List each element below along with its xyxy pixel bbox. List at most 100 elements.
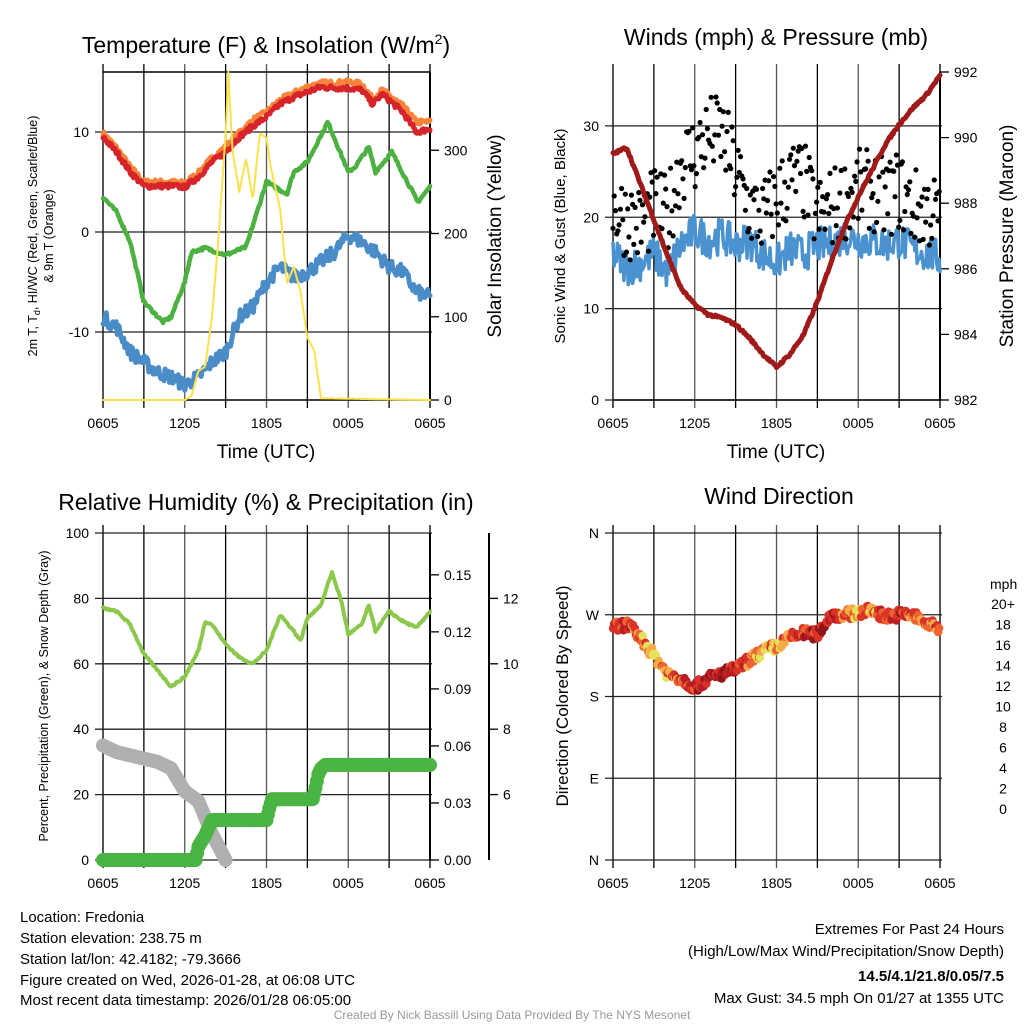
legend-label: 12 xyxy=(995,678,1011,694)
gust-dot xyxy=(615,228,621,234)
gust-dot xyxy=(794,158,800,164)
gust-dot xyxy=(763,210,769,216)
precipitation-tick-label: 0.06 xyxy=(444,738,471,754)
gust-dot xyxy=(636,190,642,196)
gust-dot xyxy=(682,164,688,171)
gust-dot xyxy=(622,191,628,197)
credit-text: Created By Nick Bassill Using Data Provi… xyxy=(334,1008,691,1022)
gust-dot xyxy=(610,225,616,231)
gust-dot xyxy=(866,225,872,231)
gust-dot xyxy=(638,239,644,245)
precipitation-tick-label: 0.03 xyxy=(444,795,471,811)
gust-dot xyxy=(704,126,711,132)
gust-dot xyxy=(829,240,836,246)
gust-dot xyxy=(715,132,722,138)
winds-y-axis-label: Sonic Wind & Gust (Blue, Black) xyxy=(552,128,569,343)
gust-dot xyxy=(865,158,871,164)
insolation-tick-label: 100 xyxy=(444,309,468,325)
humidity-panel-title: Relative Humidity (%) & Precipitation (i… xyxy=(58,489,473,515)
gust-dot xyxy=(737,154,744,160)
gust-dot xyxy=(893,152,899,158)
wind-direction-dot xyxy=(935,624,944,633)
gust-dot xyxy=(728,166,734,172)
gust-dot xyxy=(812,210,818,216)
y-tick-label: N xyxy=(589,852,599,868)
x-tick-label: 1805 xyxy=(251,415,282,431)
gust-dot xyxy=(928,222,934,228)
gust-dot xyxy=(697,119,703,126)
x-tick-label: 0605 xyxy=(597,415,628,431)
temperature-y-axis-label-line2: & 9m T (Orange) xyxy=(42,189,56,282)
x-tick-label: 1805 xyxy=(251,875,282,891)
temperature-panel-title: Temperature (F) & Insolation (W/m2) xyxy=(82,31,450,58)
gust-dot xyxy=(920,236,926,242)
max-gust-text: Max Gust: 34.5 mph On 01/27 at 1355 UTC xyxy=(714,990,1004,1007)
pressure-line xyxy=(610,72,943,371)
insolation-y-axis-label: Solar Insolation (Yellow) xyxy=(485,134,506,337)
y-tick-label: 40 xyxy=(73,721,89,737)
gust-dot xyxy=(809,168,815,174)
gust-dot xyxy=(686,128,692,134)
x-tick-label: 0605 xyxy=(87,415,118,431)
humidity-y-axis-label: Percent, Precipitation (Green), & Snow D… xyxy=(37,550,51,841)
gust-dot xyxy=(774,210,780,216)
insolation-tick-label: 200 xyxy=(444,226,468,242)
relative-humidity-line xyxy=(101,570,432,689)
gust-dot xyxy=(693,171,700,177)
gust-dot xyxy=(855,215,861,221)
gust-dot xyxy=(688,167,695,173)
gust-dot xyxy=(814,199,820,205)
extremes-description: (High/Low/Max Wind/Precipitation/Snow De… xyxy=(688,943,1004,960)
gust-dot xyxy=(760,185,766,192)
gust-dot xyxy=(628,192,635,198)
gust-dot xyxy=(724,128,730,135)
gust-dot xyxy=(681,195,687,201)
gust-dot xyxy=(627,257,633,263)
gust-dot xyxy=(935,218,941,224)
gust-dot xyxy=(634,250,641,256)
gust-dot xyxy=(654,174,660,180)
gust-dot xyxy=(788,152,794,158)
gust-dot xyxy=(783,218,789,224)
snow-depth-tick-label: 10 xyxy=(503,656,519,672)
y-tick-label: 10 xyxy=(583,301,599,317)
gust-dot xyxy=(723,167,729,173)
gust-dot xyxy=(730,138,736,144)
precipitation-tick-label: 0.12 xyxy=(444,624,471,640)
gust-dot xyxy=(767,169,773,175)
dewpoint-line xyxy=(100,119,433,326)
gust-dot xyxy=(676,205,682,211)
gust-dot xyxy=(714,100,720,106)
gust-dot xyxy=(856,146,863,152)
gust-dot xyxy=(692,184,698,190)
gust-dot xyxy=(718,153,724,160)
gust-dot xyxy=(845,193,852,200)
gust-dot xyxy=(702,155,708,161)
gust-dot xyxy=(753,186,760,192)
gust-dot xyxy=(625,206,631,212)
x-tick-label: 1805 xyxy=(761,415,792,431)
gust-dot xyxy=(874,219,880,225)
gust-dot xyxy=(633,225,639,231)
gust-dot xyxy=(924,196,930,202)
gust-dot xyxy=(756,207,762,213)
gust-dot xyxy=(932,196,939,202)
gust-dot xyxy=(913,167,919,173)
x-tick-label: 0605 xyxy=(414,415,445,431)
gust-dot xyxy=(899,159,906,165)
gust-dot xyxy=(733,184,739,190)
x-tick-label: 1205 xyxy=(679,875,710,891)
x-tick-label: 0005 xyxy=(843,415,874,431)
gust-dot xyxy=(691,163,697,169)
legend-label: 0 xyxy=(999,801,1007,817)
gust-dot xyxy=(768,211,774,217)
gust-dot xyxy=(816,226,822,232)
legend-label: 16 xyxy=(995,637,1011,653)
insolation-tick-label: 300 xyxy=(444,142,468,158)
gust-dot xyxy=(869,195,875,201)
gust-dot xyxy=(659,226,665,232)
gust-dot xyxy=(811,236,817,242)
gust-dot xyxy=(793,188,799,194)
legend-label: 14 xyxy=(995,658,1011,674)
x-tick-label: 0005 xyxy=(333,415,364,431)
